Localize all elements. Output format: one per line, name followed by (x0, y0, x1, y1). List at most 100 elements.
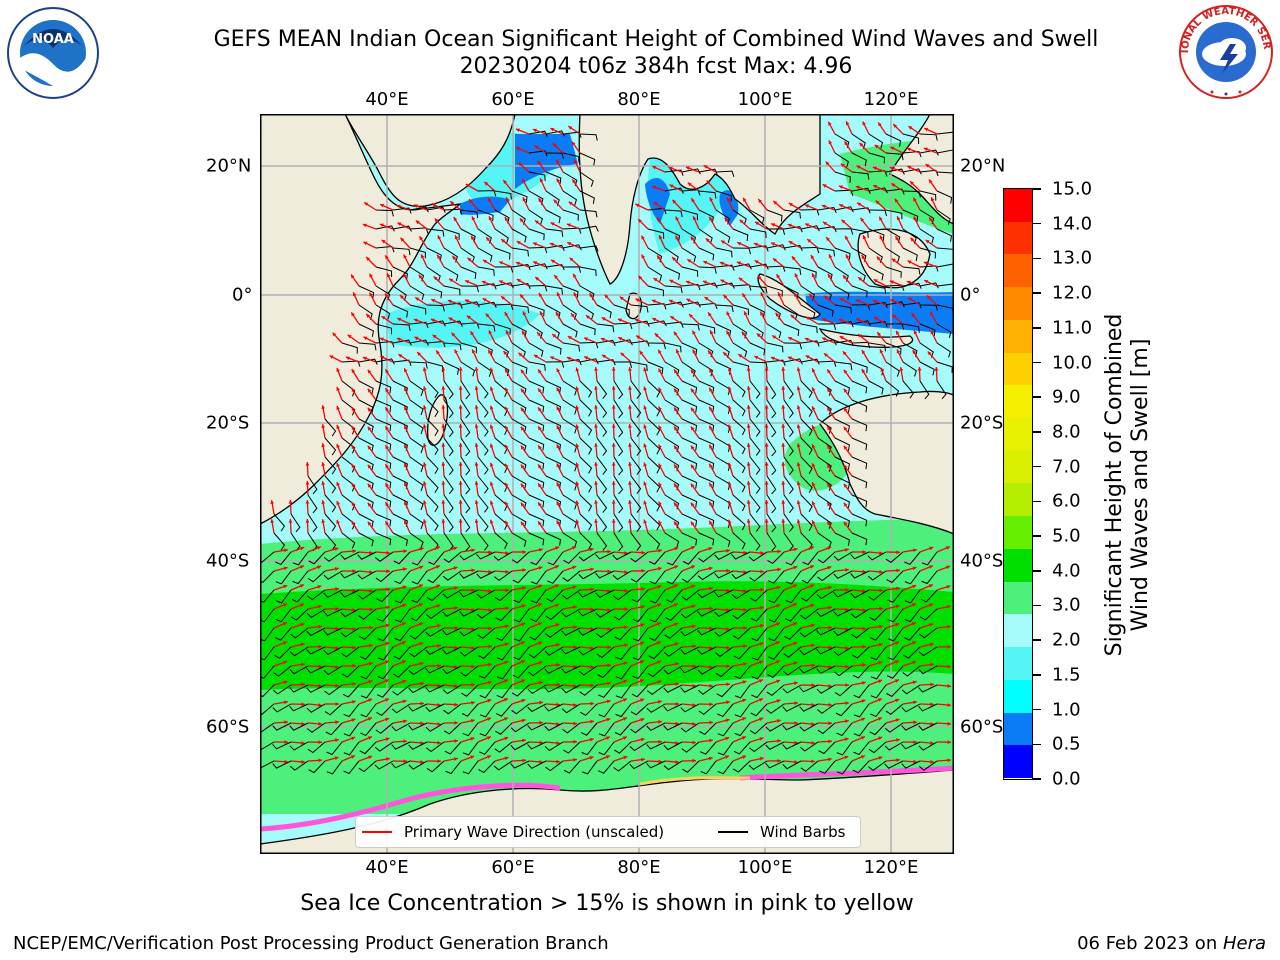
wave-direction-arrowhead (874, 144, 879, 149)
wave-direction-arrowhead (453, 546, 458, 551)
wind-barb (681, 342, 698, 356)
wave-direction-arrowhead (674, 426, 678, 431)
wave-direction-arrowhead (628, 443, 632, 447)
wind-barb (801, 589, 819, 602)
wave-direction-arrowhead (489, 462, 494, 467)
wave-direction-arrowhead (318, 684, 322, 688)
wind-barb (426, 589, 445, 602)
wave-direction-arrowhead (910, 181, 914, 185)
lat-tick-right-60s: 60°S (960, 716, 1004, 738)
wind-barb (426, 304, 445, 312)
wave-direction-arrowhead (487, 717, 491, 721)
wave-direction-arrowhead (538, 584, 543, 589)
wind-barb (664, 285, 683, 294)
wind-barb (409, 285, 425, 301)
wind-barb (425, 684, 445, 693)
wave-direction-arrowhead (449, 278, 454, 283)
wave-direction-arrowhead (827, 464, 831, 469)
wave-direction-arrowhead (488, 197, 492, 202)
wave-direction-arrowhead (590, 587, 594, 592)
wind-barb (732, 608, 751, 620)
wind-barb (545, 456, 562, 470)
wave-direction-arrowhead (441, 481, 446, 485)
wave-direction-arrowhead (301, 682, 305, 687)
wind-barb (732, 494, 746, 512)
wave-direction-arrowhead (321, 443, 326, 447)
wind-barb (596, 359, 616, 366)
colorbar-tick-mark (1033, 327, 1041, 329)
wind-barb (715, 228, 731, 244)
wind-barb (783, 456, 794, 476)
wave-direction-arrowhead (336, 425, 340, 429)
wind-barb (680, 646, 700, 655)
wave-direction-arrowhead (862, 550, 866, 554)
sea-ice-fringe-west (260, 782, 561, 832)
wind-barb (782, 703, 802, 712)
wave-direction-arrowhead (334, 547, 339, 551)
wave-direction-arrowhead (872, 299, 877, 304)
wave-direction-arrowhead (709, 197, 714, 202)
wind-barb (851, 361, 868, 374)
wave-direction-arrowhead (843, 445, 848, 450)
wave-direction-arrowhead (556, 178, 561, 183)
wind-barb (460, 456, 471, 476)
wave-direction-arrowhead (843, 275, 847, 280)
colorbar-tick-label: 10.0 (1052, 352, 1093, 374)
wind-barb (545, 285, 563, 295)
wave-direction-arrowhead (550, 222, 555, 226)
wind-barb (325, 722, 343, 736)
wave-direction-arrowhead (807, 239, 812, 243)
wind-barb (343, 760, 360, 775)
wind-barb (680, 684, 700, 693)
wind-barb (545, 380, 562, 394)
wave-direction-arrowhead (845, 701, 849, 706)
wave-direction-arrowhead (759, 642, 764, 646)
wind-barb (545, 399, 562, 413)
wave-direction-arrowhead (691, 584, 696, 589)
wave-direction-arrowhead (351, 483, 356, 487)
wave-direction-arrowhead (692, 722, 696, 726)
wave-direction-arrowhead (794, 760, 798, 764)
wave-direction-arrowhead (828, 684, 832, 688)
wave-direction-arrowhead (756, 333, 761, 338)
wave-direction-arrowhead (692, 703, 696, 707)
wind-barb (443, 513, 454, 533)
colorbar-tick-label: 0.0 (1052, 768, 1081, 790)
wave-direction-arrowhead (300, 622, 305, 627)
wind-barb (496, 684, 513, 699)
wave-direction-arrowhead (657, 700, 662, 704)
legend-wind-barbs-label: Wind Barbs (760, 823, 846, 841)
wind-barb (613, 418, 624, 438)
wave-direction-arrowhead (556, 741, 560, 745)
wind-barb (748, 760, 768, 771)
footer-date-text: 06 Feb 2023 on (1077, 933, 1223, 954)
wave-direction-arrowhead (709, 216, 713, 221)
wind-barb (647, 513, 661, 531)
wave-direction-arrowhead (332, 332, 337, 337)
wave-direction-arrowhead (788, 203, 793, 207)
wave-direction-arrowhead (796, 519, 801, 524)
wind-barb (598, 741, 615, 756)
wind-barb (324, 703, 343, 716)
wave-direction-arrowhead (573, 758, 577, 762)
wind-barb (850, 589, 870, 599)
wave-direction-arrowhead (690, 426, 695, 431)
wind-barb (562, 285, 579, 298)
wave-direction-arrowhead (811, 406, 816, 411)
wave-direction-arrowhead (764, 405, 769, 409)
colorbar-title-line2: Wind Waves and Swell [m] (1128, 338, 1153, 632)
wave-direction-arrowhead (781, 386, 786, 390)
wave-direction-arrowhead (736, 261, 741, 265)
wave-direction-arrowhead (420, 741, 424, 745)
wind-barb (919, 149, 939, 156)
wind-barb (375, 399, 392, 413)
wind-barb (460, 342, 477, 354)
wave-direction-arrowhead (912, 603, 916, 607)
wind-barb (544, 665, 564, 674)
wind-barb (340, 627, 360, 638)
wind-barb (851, 266, 866, 282)
wind-barb (868, 380, 884, 395)
wave-direction-arrowhead (283, 641, 287, 645)
wave-direction-arrowhead (605, 755, 610, 759)
wave-direction-arrowhead (709, 406, 713, 411)
